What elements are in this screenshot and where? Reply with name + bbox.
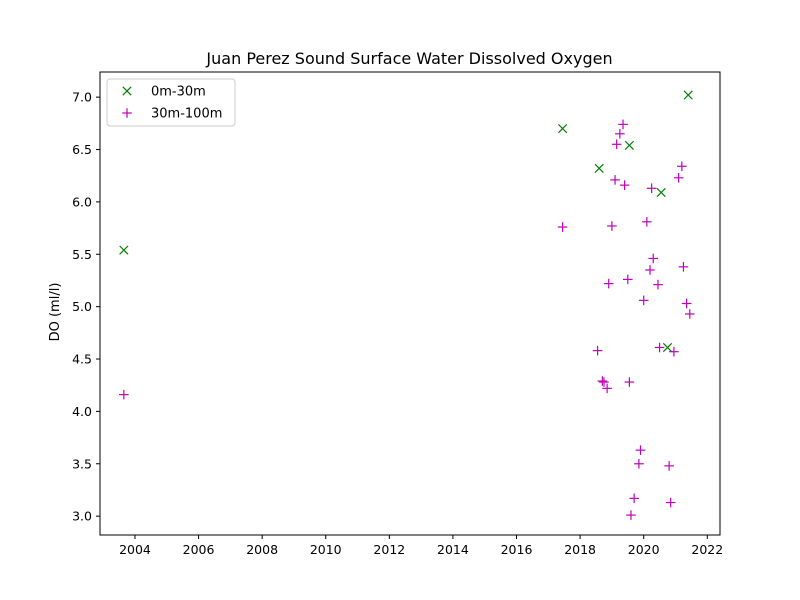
point-30-100m xyxy=(678,262,689,272)
y-tick-label: 3.5 xyxy=(72,456,92,471)
point-0-30m xyxy=(624,140,635,150)
data-points xyxy=(119,90,695,520)
point-30-100m xyxy=(645,265,655,275)
point-30-100m xyxy=(622,274,633,285)
point-0-30m xyxy=(119,245,129,255)
point-30-100m xyxy=(626,510,636,520)
y-tick-label: 3.0 xyxy=(72,509,92,524)
point-30-100m xyxy=(653,279,663,290)
x-tick-label: 2018 xyxy=(564,542,596,557)
point-30-100m xyxy=(119,389,129,400)
plot-area-frame xyxy=(99,71,721,536)
y-tick-label: 4.5 xyxy=(72,352,92,367)
point-30-100m xyxy=(629,493,639,504)
y-tick-label: 7.0 xyxy=(72,90,92,105)
y-tick-label: 6.0 xyxy=(72,194,92,209)
point-0-30m xyxy=(662,342,673,353)
x-tick-label: 2014 xyxy=(437,542,469,557)
point-30-100m xyxy=(610,175,620,185)
y-axis-label: DO (ml/l) xyxy=(48,283,63,342)
legend-marker xyxy=(122,108,132,118)
point-30-100m xyxy=(648,253,659,264)
x-axis-ticks: 2004 2006 2008 2010 2012 2014 2016 2018 2020 2022 xyxy=(119,535,723,557)
y-tick-label: 4.0 xyxy=(72,404,92,419)
point-30-100m xyxy=(654,342,665,353)
x-tick-label: 2016 xyxy=(501,542,533,557)
point-30-100m xyxy=(665,497,676,508)
point-30-100m xyxy=(592,345,603,356)
x-tick-label: 2022 xyxy=(691,542,723,557)
x-tick-label: 2008 xyxy=(246,542,278,557)
x-tick-label: 2004 xyxy=(119,542,151,557)
chart-title: Juan Perez Sound Surface Water Dissolved… xyxy=(205,49,612,68)
point-30-100m xyxy=(597,376,608,386)
point-30-100m xyxy=(615,129,625,139)
y-tick-label: 5.5 xyxy=(72,247,92,262)
point-0-30m xyxy=(683,90,693,100)
legend-label: 30m-100m xyxy=(151,107,222,122)
point-30-100m xyxy=(607,221,617,231)
point-30-100m xyxy=(646,183,657,194)
x-tick-label: 2010 xyxy=(310,542,342,557)
x-tick-label: 2012 xyxy=(373,542,405,557)
legend: 0m-30m 30m-100m xyxy=(106,78,236,127)
point-30-100m xyxy=(618,119,628,130)
point-30-100m xyxy=(611,139,622,150)
y-tick-label: 5.0 xyxy=(72,299,92,314)
point-0-30m xyxy=(656,187,666,198)
point-30-100m xyxy=(635,445,646,455)
point-30-100m xyxy=(638,295,649,306)
point-0-30m xyxy=(557,123,568,134)
y-tick-label: 6.5 xyxy=(72,142,92,157)
legend-label: 0m-30m xyxy=(151,85,206,100)
point-30-100m xyxy=(669,346,679,357)
point-30-100m xyxy=(603,278,614,289)
x-tick-label: 2006 xyxy=(183,542,215,557)
point-0-30m xyxy=(594,163,604,173)
point-30-100m xyxy=(602,383,612,394)
y-axis-ticks: 3.0 3.5 4.0 4.5 5.0 5.5 6.0 6.5 7.0 xyxy=(72,90,100,524)
point-30-100m xyxy=(664,461,674,471)
point-30-100m xyxy=(599,377,609,387)
point-30-100m xyxy=(677,161,687,172)
point-30-100m xyxy=(642,216,652,227)
point-30-100m xyxy=(684,309,695,319)
point-30-100m xyxy=(634,458,644,469)
point-30-100m xyxy=(673,172,684,183)
legend-marker xyxy=(122,86,132,96)
x-tick-label: 2020 xyxy=(628,542,660,557)
point-30-100m xyxy=(624,377,635,387)
point-30-100m xyxy=(681,298,692,309)
legend-box xyxy=(106,78,236,127)
point-30-100m xyxy=(619,180,630,190)
point-30-100m xyxy=(557,222,568,232)
